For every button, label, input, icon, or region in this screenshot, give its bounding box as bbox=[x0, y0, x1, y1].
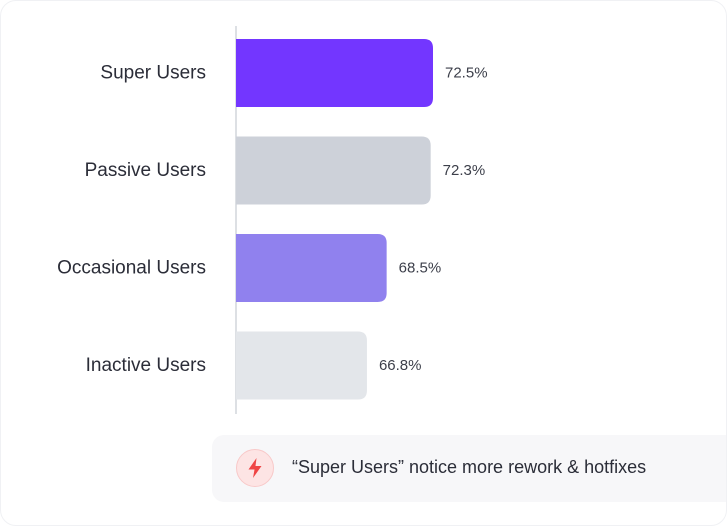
lightning-bolt-icon bbox=[236, 449, 274, 487]
bar-chart: Super Users 72.5% Passive Users 72.3% Occasi… bbox=[57, 26, 488, 414]
value-label: 72.5% bbox=[445, 65, 488, 82]
insight-callout: “Super Users” notice more rework & hotfi… bbox=[212, 435, 726, 502]
category-label: Super Users bbox=[100, 63, 206, 84]
bar-super-users bbox=[236, 39, 433, 107]
bar-passive-users bbox=[236, 136, 431, 205]
category-label: Inactive Users bbox=[86, 355, 206, 376]
value-label: 68.5% bbox=[399, 260, 442, 277]
value-label: 66.8% bbox=[379, 357, 422, 374]
category-label: Passive Users bbox=[85, 160, 206, 181]
bar-inactive-users bbox=[236, 331, 367, 400]
bar-occasional-users bbox=[236, 234, 387, 302]
value-label: 72.3% bbox=[443, 162, 486, 179]
insight-text: “Super Users” notice more rework & hotfi… bbox=[292, 457, 647, 477]
category-label: Occasional Users bbox=[57, 258, 206, 279]
